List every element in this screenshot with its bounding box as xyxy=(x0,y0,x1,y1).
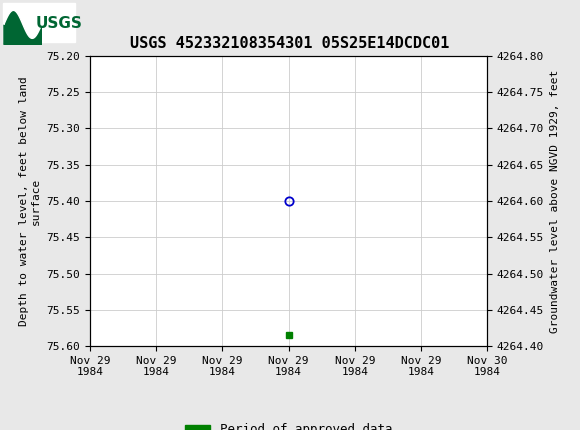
FancyBboxPatch shape xyxy=(3,3,75,42)
Text: USGS 452332108354301 05S25E14DCDC01: USGS 452332108354301 05S25E14DCDC01 xyxy=(130,36,450,51)
Y-axis label: Depth to water level, feet below land
surface: Depth to water level, feet below land su… xyxy=(19,76,41,326)
Text: USGS: USGS xyxy=(35,16,82,31)
Y-axis label: Groundwater level above NGVD 1929, feet: Groundwater level above NGVD 1929, feet xyxy=(550,69,560,333)
Legend: Period of approved data: Period of approved data xyxy=(180,418,397,430)
